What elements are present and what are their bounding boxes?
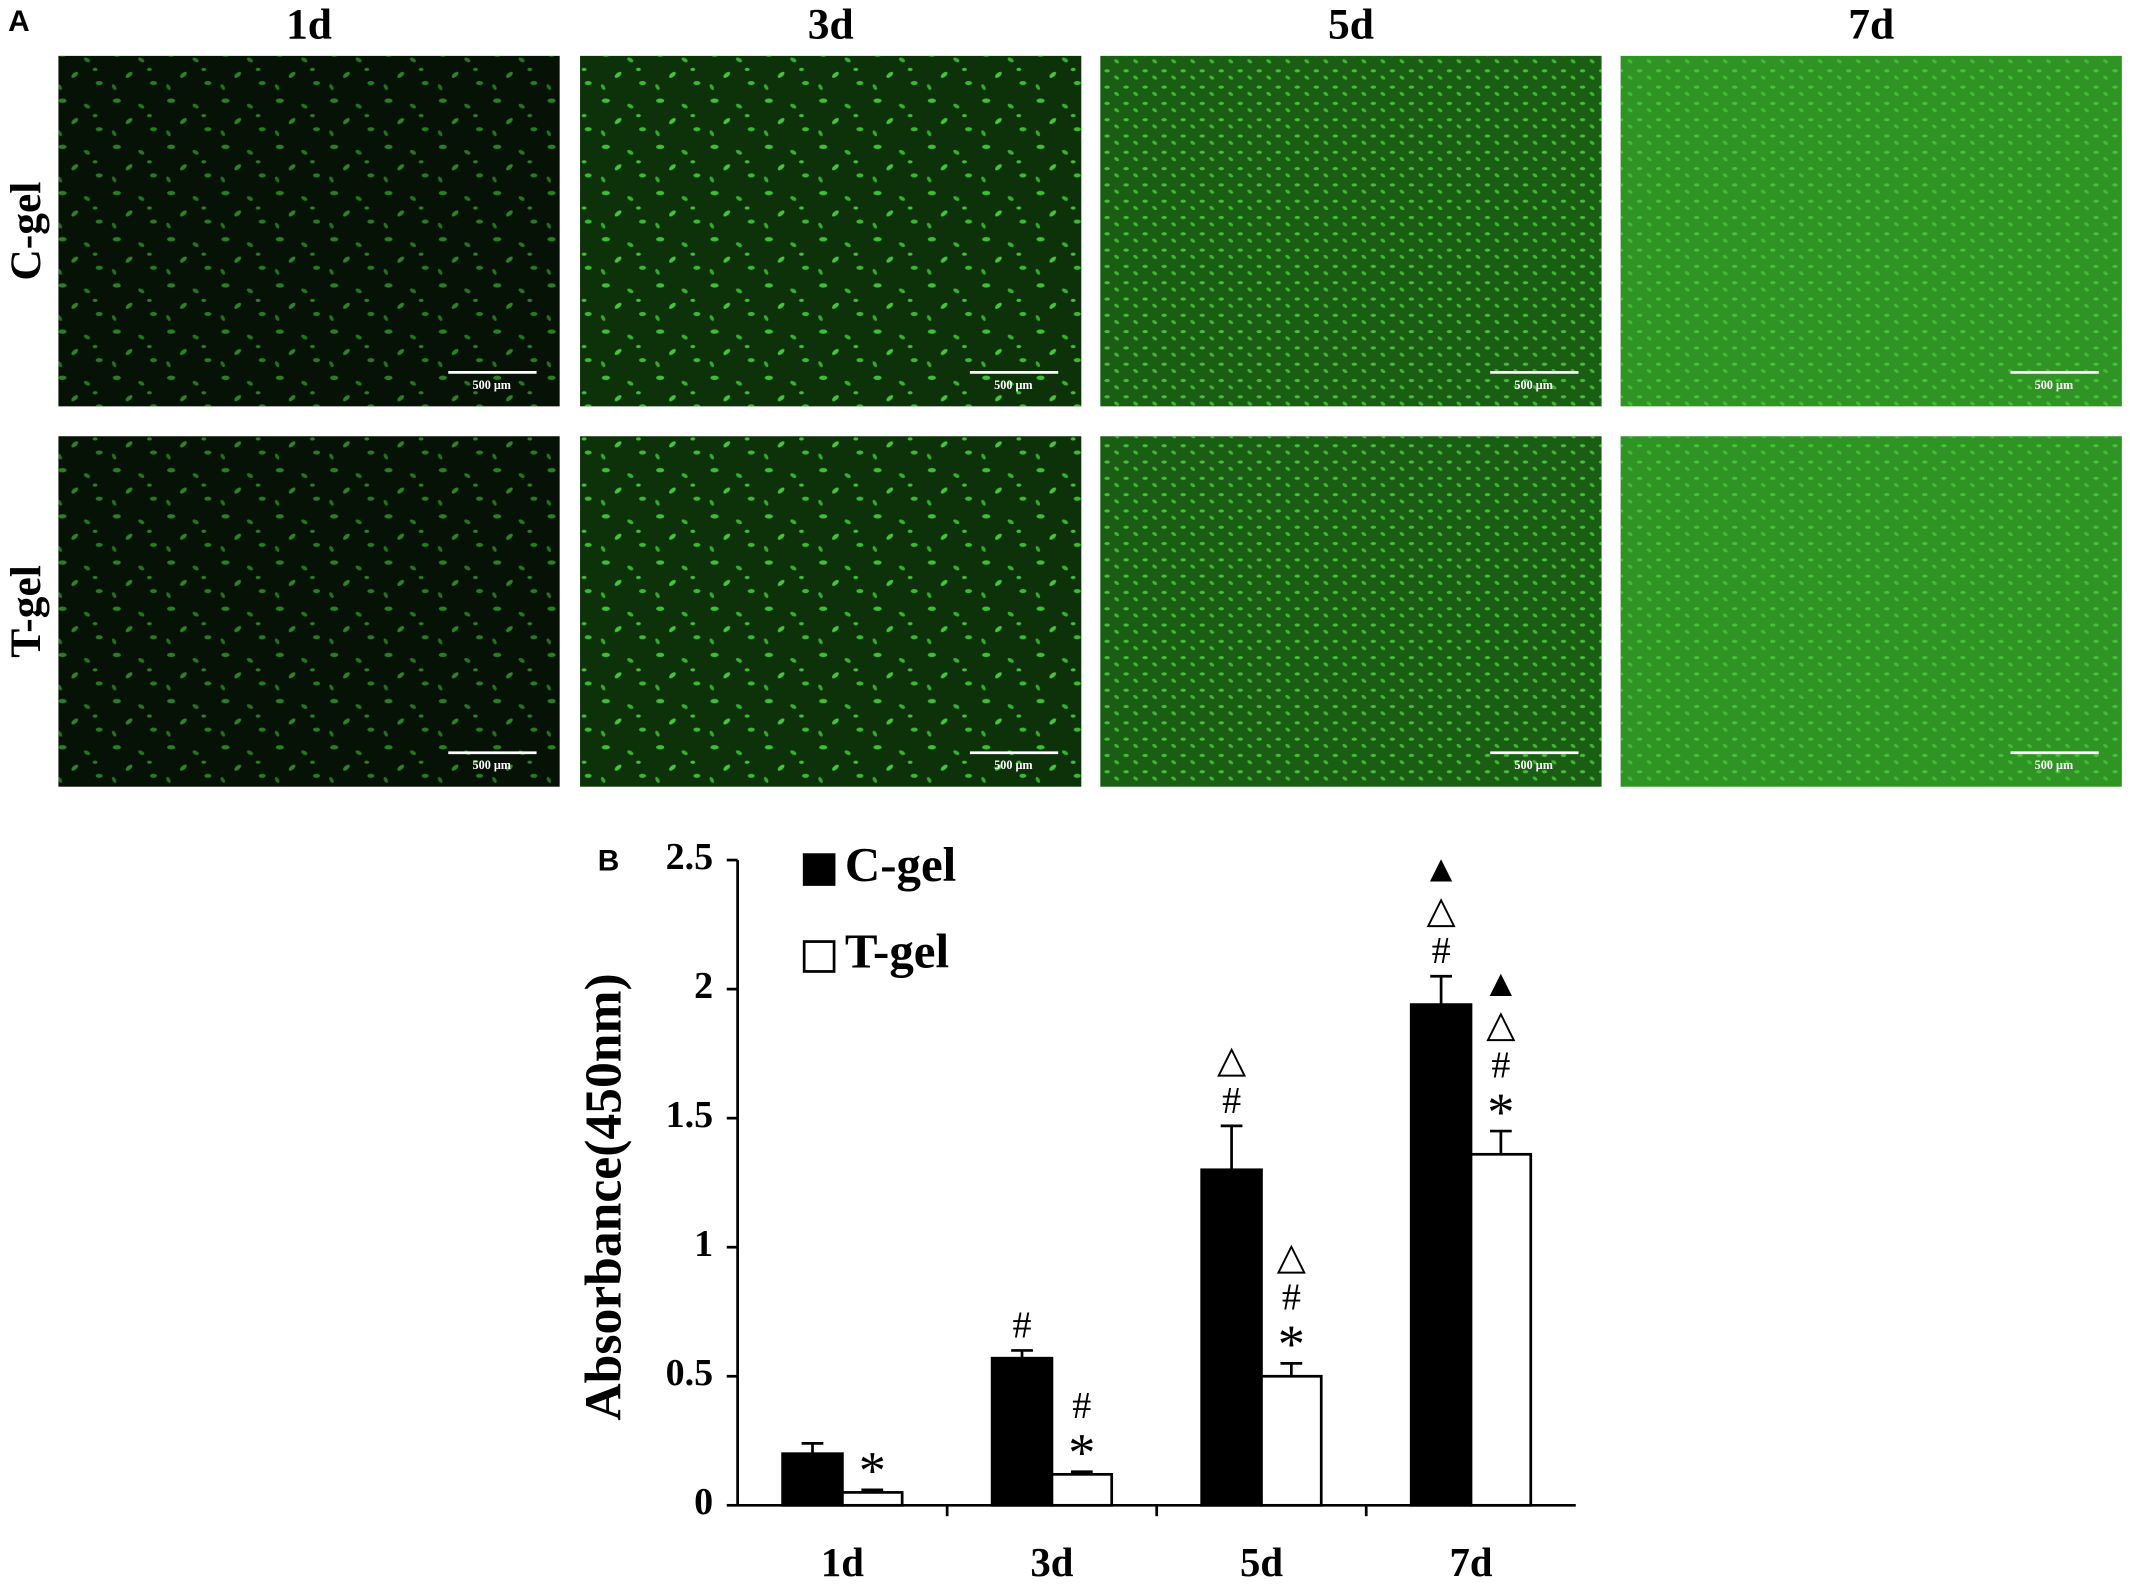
bar [1260,1374,1323,1507]
legend-label: C-gel [845,837,956,892]
scale-bar-label: 500 μm [994,758,1033,772]
micrograph-cells [1100,55,1602,407]
y-tick-label: 1 [694,1223,713,1265]
scale-bar-label: 500 μm [2035,758,2073,772]
significance-mark: * [859,1441,886,1501]
micrograph-cells [580,436,1082,787]
significance-mark: * [1278,1314,1305,1374]
significance-mark: # [1282,1277,1301,1319]
significance-mark: # [1222,1080,1241,1122]
legend-swatch [802,940,836,973]
significance-mark: * [1487,1082,1514,1142]
bar [1469,1152,1533,1507]
y-axis-title: Absorbance(450nm) [575,973,632,1420]
micrograph-grid: 1d 500 μm 500 μm 3d 500 μm 500 μm 5d 500 μm 500 … [2,1,2122,787]
y-tick-label: 1.5 [666,1094,714,1136]
legend-label: T-gel [845,924,949,979]
significance-mark: ▲ [1482,963,1520,1005]
bar [781,1452,844,1507]
column-label: 1d [286,1,332,49]
column-label: 7d [1848,1,1894,49]
significance-mark: △ [1486,1004,1516,1046]
significance-mark: △ [1277,1236,1307,1278]
scale-bar-label: 500 μm [994,378,1033,392]
significance-mark: # [1491,1044,1510,1086]
row-label: T-gel [2,565,50,658]
panel-label: A [8,5,30,38]
row-label: C-gel [2,182,50,281]
bar [1050,1472,1114,1507]
scale-bar-label: 500 μm [2035,378,2073,392]
scale-bar-label: 500 μm [472,378,511,392]
significance-mark: ▲ [1422,849,1460,891]
micrograph-cells [58,55,560,407]
bar-chart: BAbsorbance(450nm)00.511.522.51d*3d#*#5d… [575,836,1576,1585]
significance-mark: # [1432,930,1451,972]
significance-mark: △ [1217,1039,1247,1081]
y-tick-label: 0.5 [666,1352,714,1394]
panel-label: B [598,845,620,878]
micrograph-cells [1620,55,2122,407]
bar [1409,1003,1473,1507]
column-label: 3d [808,1,854,49]
x-tick-label: 1d [821,1540,864,1585]
micrograph-cells [1620,436,2122,787]
significance-mark: * [1068,1423,1095,1483]
significance-mark: # [1013,1304,1032,1346]
y-tick-label: 2.5 [666,836,714,878]
bar [1200,1168,1263,1507]
bar [990,1356,1054,1507]
x-tick-label: 7d [1449,1540,1492,1585]
scale-bar-label: 500 μm [1514,378,1553,392]
x-tick-label: 5d [1240,1540,1283,1585]
scale-bar-label: 500 μm [472,758,511,772]
significance-mark: △ [1426,889,1456,931]
scale-bar-label: 500 μm [1514,758,1553,772]
legend-swatch [802,853,836,886]
micrograph-cells [58,436,560,787]
y-tick-label: 2 [694,965,713,1007]
column-label: 5d [1328,1,1374,49]
significance-mark: # [1072,1385,1091,1427]
y-tick-label: 0 [694,1481,713,1523]
micrograph-cells [580,55,1082,407]
micrograph-cells [1100,436,1602,787]
x-tick-label: 3d [1030,1540,1073,1585]
